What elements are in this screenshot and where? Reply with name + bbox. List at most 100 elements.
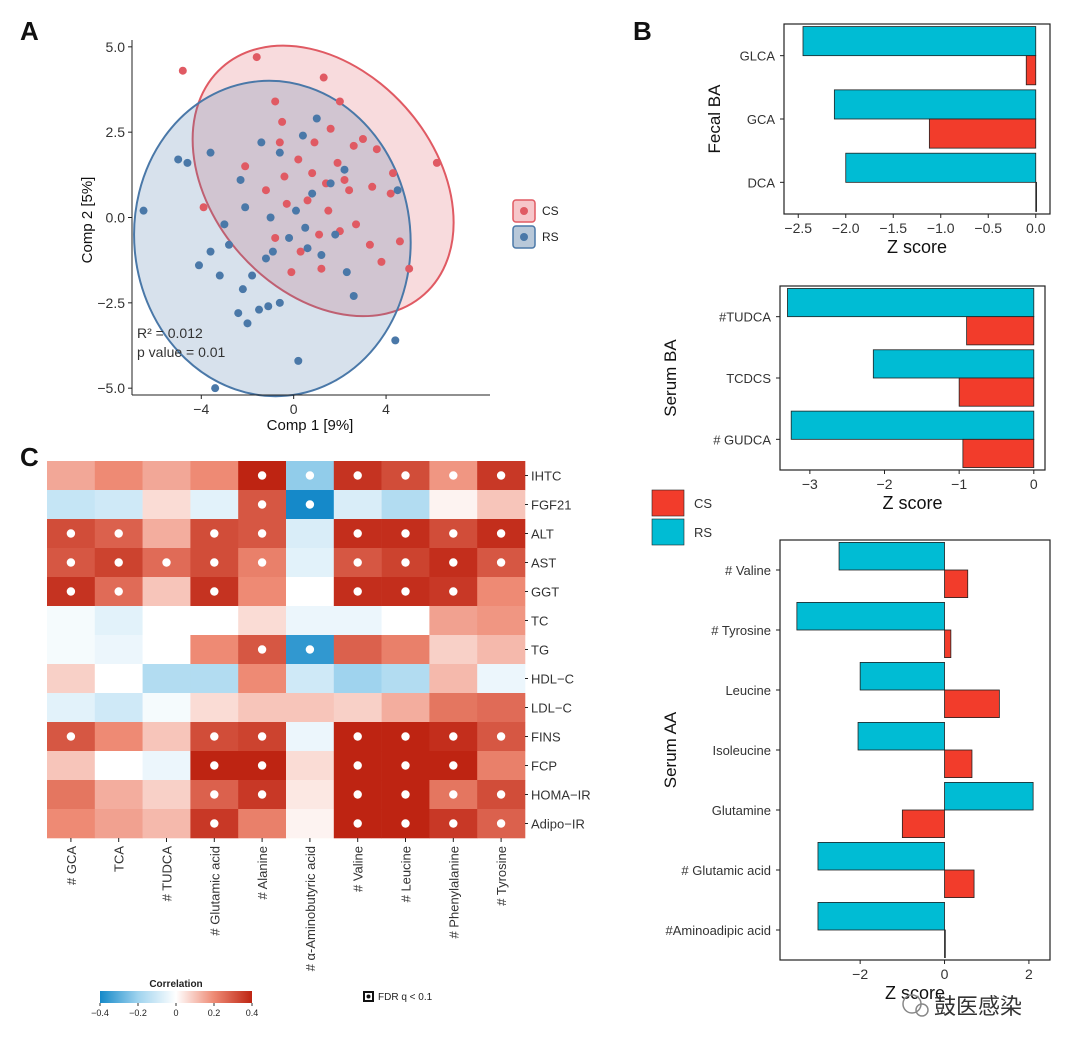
heatmap-col-label: # Valine — [351, 846, 366, 892]
scatter-point-rs — [275, 148, 284, 157]
bar-rs — [944, 782, 1034, 811]
heatmap-cell — [190, 693, 239, 723]
significance-dot — [257, 790, 267, 799]
bar-rs — [796, 602, 945, 631]
bar-legend-key-cs — [651, 489, 685, 517]
bar-rs — [833, 89, 1037, 120]
legend-gradient-bar — [100, 991, 252, 1003]
heatmap-cell — [94, 490, 143, 520]
significance-dot — [353, 761, 362, 770]
significance-dot — [66, 529, 76, 538]
bar-rs — [845, 152, 1037, 183]
heatmap-cell — [142, 780, 191, 810]
scatter-point-rs — [331, 230, 340, 239]
scatter-point-rs — [220, 220, 229, 229]
bar-category-label: # Valine — [725, 563, 771, 578]
scatter-point-rs — [391, 336, 400, 345]
scatter-y-tick-label: −5.0 — [97, 380, 125, 396]
scatter-point-rs — [211, 384, 220, 393]
heatmap-cell — [286, 780, 335, 810]
significance-dot — [496, 790, 506, 799]
heatmap-cell — [381, 606, 430, 636]
heatmap-cell — [238, 809, 287, 839]
scatter-point-cs — [178, 66, 187, 75]
scatter-point-rs — [236, 175, 245, 184]
legend-label-rs: RS — [542, 230, 559, 244]
significance-dot — [353, 790, 362, 799]
significance-dot — [114, 529, 123, 538]
significance-dot — [353, 587, 362, 596]
heatmap-cell — [94, 693, 143, 723]
legend-tick-label: 0.2 — [208, 1008, 221, 1018]
heatmap-row-label: HDL−C — [531, 672, 574, 687]
scatter-point-rs — [340, 165, 349, 174]
bar-category-label: #TUDCA — [719, 310, 771, 325]
scatter-point-cs — [296, 247, 305, 256]
heatmap-cell — [286, 519, 335, 549]
scatter-point-rs — [238, 285, 247, 294]
significance-dot — [353, 732, 362, 741]
scatter-y-tick-label: 5.0 — [106, 39, 126, 55]
heatmap-cell — [333, 693, 382, 723]
scatter-point-cs — [345, 186, 354, 195]
heatmap-cell — [142, 490, 191, 520]
significance-dot — [401, 558, 410, 567]
significance-dot — [449, 819, 458, 828]
bar-category-label: GCA — [747, 112, 776, 127]
scatter-x-tick-label: 0 — [290, 401, 298, 417]
legend-tick-label: 0 — [173, 1008, 178, 1018]
heatmap-cell — [477, 490, 526, 520]
bar-x-tick-label: −2 — [877, 476, 893, 492]
significance-dot — [257, 500, 267, 509]
heatmap-cell — [47, 490, 96, 520]
significance-dot — [114, 587, 123, 596]
scatter-point-rs — [243, 319, 252, 328]
scatter-point-rs — [139, 206, 148, 215]
significance-dot — [257, 558, 267, 567]
heatmap-cell — [286, 751, 335, 781]
heatmap-cell — [286, 606, 335, 636]
heatmap-cell — [429, 693, 478, 723]
significance-dot — [353, 529, 362, 538]
heatmap-row-label: FINS — [531, 730, 561, 745]
scatter-point-cs — [324, 206, 333, 215]
bar-x-axis-title: Z score — [882, 493, 942, 513]
fdr-key-dot — [366, 994, 371, 999]
heatmap-col-label: TCA — [112, 846, 127, 872]
heatmap-cell — [333, 664, 382, 694]
scatter-point-rs — [266, 213, 275, 222]
significance-dot — [210, 558, 219, 567]
scatter-y-tick-label: 0.0 — [106, 210, 126, 226]
scatter-point-rs — [349, 292, 358, 301]
scatter-x-tick-label: 4 — [382, 401, 390, 417]
bar-x-tick-label: −2.0 — [832, 220, 860, 236]
legend-dot-cs — [520, 207, 528, 215]
bar-cs — [958, 377, 1035, 407]
heatmap-cell — [238, 664, 287, 694]
significance-dot — [496, 819, 506, 828]
scatter-point-cs — [294, 155, 303, 164]
fecal-ba-bar-chart: GLCA GCA DCA −2.5 −2.0 −1.5 −1.0 −0.5 0.0 Z score… — [705, 23, 1051, 257]
panel-label-a: A — [20, 16, 39, 46]
scatter-axes: −4 0 4 5.0 2.5 0.0 −2.5 −5.0 — [97, 39, 490, 417]
scatter-point-rs — [317, 251, 326, 260]
bar-rs — [802, 26, 1037, 57]
heatmap-row-label: TG — [531, 643, 549, 658]
scatter-point-rs — [393, 186, 402, 195]
heatmap-row-label: TC — [531, 614, 548, 629]
heatmap-cell — [47, 635, 96, 665]
bar-category-label: TCDCS — [726, 371, 771, 386]
heatmap-cell — [286, 722, 335, 752]
significance-dot — [401, 732, 410, 741]
heatmap-row-label: FGF21 — [531, 498, 571, 513]
bar-x-tick-label: −1.5 — [879, 220, 907, 236]
heatmap-col-label: # Phenylalanine — [446, 846, 461, 939]
scatter-point-rs — [291, 206, 300, 215]
scatter-point-cs — [335, 97, 344, 106]
bar-cs — [1025, 55, 1037, 86]
significance-dot — [401, 761, 410, 770]
bar-category-label: # Glutamic acid — [681, 863, 771, 878]
bar-cs — [944, 569, 969, 599]
heatmap-col-label: # α-Aminobutyric acid — [303, 846, 318, 971]
significance-dot — [210, 761, 219, 770]
